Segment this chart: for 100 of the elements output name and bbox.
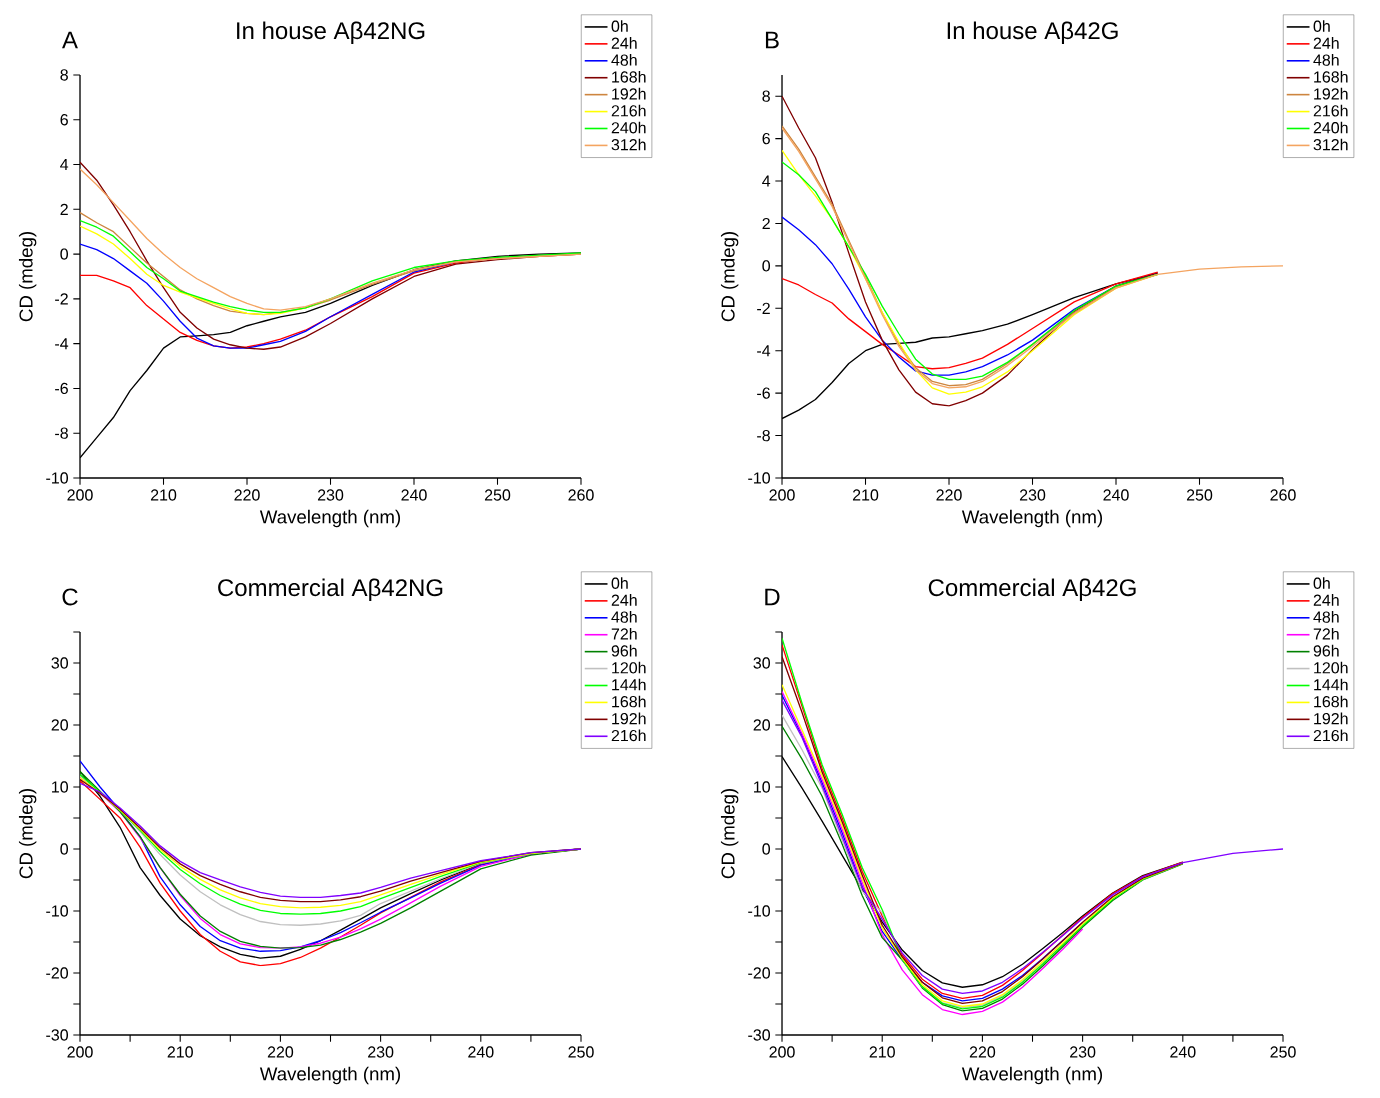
y-axis-title: CD (mdeg): [720, 789, 739, 879]
y-tick-label: 0: [60, 248, 69, 260]
legend-label: 192h: [1314, 87, 1348, 100]
y-tick-label: -8: [55, 427, 68, 439]
y-tick-label: 6: [762, 132, 770, 145]
legend-label: 240h: [611, 121, 646, 134]
x-tick-label: 230: [1019, 489, 1046, 501]
x-tick-label: 240: [1103, 489, 1129, 501]
legend-label: 168h: [612, 695, 646, 708]
legend-label: 168h: [612, 70, 646, 83]
text: B: [765, 31, 779, 49]
legend-label: 120h: [612, 661, 646, 674]
y-tick-label: -20: [748, 967, 771, 979]
y-tick-label: 30: [753, 657, 771, 669]
legend-label: 72h: [611, 627, 637, 640]
x-tick-label: 220: [234, 489, 260, 501]
x-tick-label: 240: [468, 1046, 494, 1058]
x-tick-label: 210: [167, 1046, 193, 1058]
y-tick-label: -4: [757, 345, 771, 357]
y-tick-label: 8: [60, 69, 68, 81]
chart-title: In house Aβ42NG: [237, 21, 425, 44]
x-tick-label: 200: [769, 489, 795, 501]
legend-label: 48h: [1313, 611, 1339, 623]
x-tick-label: 230: [1070, 1046, 1096, 1058]
legend-label: 216h: [1313, 729, 1348, 742]
legend-label: 120h: [1314, 661, 1348, 674]
x-axis-title: Wavelength (nm): [259, 509, 401, 528]
y-tick-label: 8: [762, 90, 770, 102]
legend-label: 240h: [1313, 121, 1348, 134]
legend-label: 24h: [1313, 37, 1339, 49]
y-tick-label: 0: [60, 843, 69, 855]
legend-label: 24h: [611, 594, 637, 606]
legend-label: 144h: [1314, 678, 1348, 691]
y-tick-label: -10: [748, 472, 771, 484]
y-tick-label: 4: [60, 159, 69, 171]
x-tick-label: 260: [568, 489, 594, 501]
x-tick-label: 210: [852, 489, 879, 501]
y-tick-label: -2: [757, 302, 770, 314]
x-tick-label: 200: [67, 489, 93, 501]
x-axis-title: Wavelength (nm): [259, 1066, 401, 1085]
y-axis-title: CD (mdeg): [720, 232, 739, 322]
x-tick-label: 240: [401, 489, 427, 501]
text: D: [765, 588, 780, 606]
x-tick-label: 230: [317, 489, 344, 501]
y-tick-label: -10: [748, 905, 771, 917]
legend-label: 192h: [1314, 712, 1348, 725]
legend-label: 0h: [1313, 577, 1330, 589]
legend-label: 48h: [611, 611, 637, 623]
y-tick-label: -30: [46, 1029, 69, 1041]
x-tick-label: 220: [969, 1046, 996, 1058]
legend-label: 96h: [1313, 644, 1339, 657]
y-axis-title: CD (mdeg): [18, 789, 37, 879]
x-tick-label: 250: [568, 1046, 594, 1058]
legend-label: 168h: [1314, 695, 1348, 708]
text: A: [62, 31, 78, 49]
x-axis-title: Wavelength (nm): [961, 509, 1103, 528]
chart-title: In house Aβ42G: [947, 21, 1118, 44]
y-tick-label: 10: [754, 781, 771, 793]
y-tick-label: -8: [757, 429, 770, 442]
y-tick-label: 0: [762, 843, 771, 855]
legend-label: 0h: [1313, 20, 1330, 32]
legend-label: 216h: [611, 104, 646, 117]
x-tick-label: 250: [1186, 489, 1213, 501]
chart-title: Commercial Aβ42NG: [218, 578, 443, 601]
legend-label: 312h: [1313, 138, 1348, 151]
legend-label: 24h: [1313, 594, 1339, 606]
y-tick-label: 20: [51, 719, 69, 731]
y-tick-label: -6: [757, 387, 770, 399]
x-tick-label: 200: [67, 1046, 93, 1058]
y-tick-label: 0: [762, 260, 771, 272]
legend-label: 144h: [612, 678, 646, 691]
legend-label: 192h: [612, 87, 646, 100]
y-tick-label: 2: [762, 217, 770, 230]
y-tick-label: -20: [46, 967, 69, 979]
legend-label: 216h: [611, 729, 646, 742]
y-tick-label: -30: [748, 1029, 771, 1041]
x-tick-label: 240: [1170, 1046, 1196, 1058]
legend-label: 24h: [611, 37, 637, 49]
legend-label: 0h: [611, 577, 628, 589]
x-tick-label: 220: [936, 489, 962, 501]
legend-label: 72h: [1313, 627, 1339, 640]
y-tick-label: -10: [46, 905, 69, 917]
y-tick-label: -4: [55, 338, 69, 350]
legend-label: 0h: [611, 20, 628, 32]
legend-label: 48h: [1313, 54, 1339, 66]
legend-label: 96h: [611, 644, 637, 657]
y-tick-label: 20: [753, 719, 771, 731]
x-tick-label: 260: [1270, 489, 1296, 501]
y-tick-label: -10: [46, 472, 69, 484]
legend-label: 192h: [612, 712, 646, 725]
x-tick-label: 250: [484, 489, 511, 501]
y-axis-title: CD (mdeg): [18, 232, 37, 322]
legend-label: 168h: [1314, 70, 1348, 83]
x-tick-label: 250: [1270, 1046, 1296, 1058]
x-tick-label: 210: [150, 489, 177, 501]
x-tick-label: 230: [368, 1046, 394, 1058]
y-tick-label: 30: [51, 657, 69, 669]
x-axis-title: Wavelength (nm): [961, 1066, 1103, 1085]
y-tick-label: 6: [60, 114, 68, 126]
y-tick-label: 4: [762, 175, 771, 187]
